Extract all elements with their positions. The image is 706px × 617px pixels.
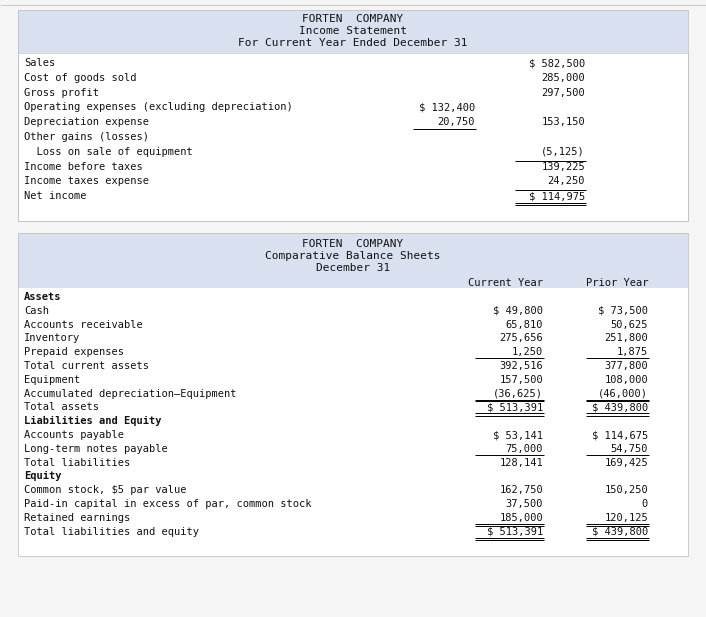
Text: $ 49,800: $ 49,800 — [493, 306, 543, 316]
Text: 1,875: 1,875 — [617, 347, 648, 357]
Text: Equity: Equity — [24, 471, 61, 481]
Text: Net income: Net income — [24, 191, 87, 201]
Text: $ 439,800: $ 439,800 — [592, 526, 648, 537]
Text: Cash: Cash — [24, 306, 49, 316]
Text: Total assets: Total assets — [24, 402, 99, 412]
Text: 162,750: 162,750 — [499, 485, 543, 495]
Text: 24,250: 24,250 — [547, 176, 585, 186]
Text: Total liabilities and equity: Total liabilities and equity — [24, 526, 199, 537]
Text: $ 439,800: $ 439,800 — [592, 402, 648, 412]
Text: Income Statement: Income Statement — [299, 26, 407, 36]
Bar — [18, 10, 688, 221]
Text: Liabilities and Equity: Liabilities and Equity — [24, 416, 162, 426]
Bar — [18, 288, 688, 556]
Text: Income before taxes: Income before taxes — [24, 162, 143, 172]
Text: 297,500: 297,500 — [542, 88, 585, 97]
Bar — [18, 53, 688, 221]
Text: 285,000: 285,000 — [542, 73, 585, 83]
Text: Paid-in capital in excess of par, common stock: Paid-in capital in excess of par, common… — [24, 499, 311, 509]
Text: $ 114,975: $ 114,975 — [529, 191, 585, 201]
Text: 54,750: 54,750 — [611, 444, 648, 453]
Text: $ 114,675: $ 114,675 — [592, 430, 648, 440]
Text: Equipment: Equipment — [24, 375, 80, 385]
Text: Prepaid expenses: Prepaid expenses — [24, 347, 124, 357]
Bar — [18, 10, 688, 53]
Text: Income taxes expense: Income taxes expense — [24, 176, 149, 186]
Text: Accounts receivable: Accounts receivable — [24, 320, 143, 329]
Text: Inventory: Inventory — [24, 333, 80, 344]
Text: 65,810: 65,810 — [505, 320, 543, 329]
Text: 37,500: 37,500 — [505, 499, 543, 509]
Text: Loss on sale of equipment: Loss on sale of equipment — [24, 147, 193, 157]
Text: $ 73,500: $ 73,500 — [598, 306, 648, 316]
Text: Gross profit: Gross profit — [24, 88, 99, 97]
Text: 169,425: 169,425 — [604, 458, 648, 468]
Text: For Current Year Ended December 31: For Current Year Ended December 31 — [238, 38, 468, 48]
Text: 50,625: 50,625 — [611, 320, 648, 329]
Text: Cost of goods sold: Cost of goods sold — [24, 73, 136, 83]
Text: $ 513,391: $ 513,391 — [486, 402, 543, 412]
Text: FORTEN  COMPANY: FORTEN COMPANY — [302, 14, 404, 24]
Text: 392,516: 392,516 — [499, 361, 543, 371]
Text: December 31: December 31 — [316, 263, 390, 273]
Text: Accounts payable: Accounts payable — [24, 430, 124, 440]
Text: Comparative Balance Sheets: Comparative Balance Sheets — [265, 251, 441, 261]
Text: $ 582,500: $ 582,500 — [529, 58, 585, 68]
Text: 128,141: 128,141 — [499, 458, 543, 468]
Text: Depreciation expense: Depreciation expense — [24, 117, 149, 127]
Text: 20,750: 20,750 — [438, 117, 475, 127]
Text: $ 132,400: $ 132,400 — [419, 102, 475, 112]
Text: Total current assets: Total current assets — [24, 361, 149, 371]
Text: Common stock, $5 par value: Common stock, $5 par value — [24, 485, 186, 495]
Bar — [18, 233, 688, 556]
Text: Long-term notes payable: Long-term notes payable — [24, 444, 168, 453]
Text: 1,250: 1,250 — [512, 347, 543, 357]
Text: $ 513,391: $ 513,391 — [486, 526, 543, 537]
Text: 275,656: 275,656 — [499, 333, 543, 344]
Text: Assets: Assets — [24, 292, 61, 302]
Text: FORTEN  COMPANY: FORTEN COMPANY — [302, 239, 404, 249]
Text: 377,800: 377,800 — [604, 361, 648, 371]
Text: 108,000: 108,000 — [604, 375, 648, 385]
Text: 157,500: 157,500 — [499, 375, 543, 385]
Text: $ 53,141: $ 53,141 — [493, 430, 543, 440]
Text: Retained earnings: Retained earnings — [24, 513, 130, 523]
Text: Sales: Sales — [24, 58, 55, 68]
Text: Operating expenses (excluding depreciation): Operating expenses (excluding depreciati… — [24, 102, 293, 112]
Text: (36,625): (36,625) — [493, 389, 543, 399]
Text: 120,125: 120,125 — [604, 513, 648, 523]
Text: (46,000): (46,000) — [598, 389, 648, 399]
Text: Total liabilities: Total liabilities — [24, 458, 130, 468]
Text: Current Year: Current Year — [468, 278, 543, 288]
Text: 75,000: 75,000 — [505, 444, 543, 453]
Text: 185,000: 185,000 — [499, 513, 543, 523]
Text: 150,250: 150,250 — [604, 485, 648, 495]
Text: 0: 0 — [642, 499, 648, 509]
Text: 251,800: 251,800 — [604, 333, 648, 344]
Text: Other gains (losses): Other gains (losses) — [24, 132, 149, 142]
Text: 139,225: 139,225 — [542, 162, 585, 172]
Text: Accumulated depreciation–Equipment: Accumulated depreciation–Equipment — [24, 389, 237, 399]
Text: 153,150: 153,150 — [542, 117, 585, 127]
Text: Prior Year: Prior Year — [585, 278, 648, 288]
Text: (5,125): (5,125) — [542, 147, 585, 157]
Bar — [18, 233, 688, 288]
